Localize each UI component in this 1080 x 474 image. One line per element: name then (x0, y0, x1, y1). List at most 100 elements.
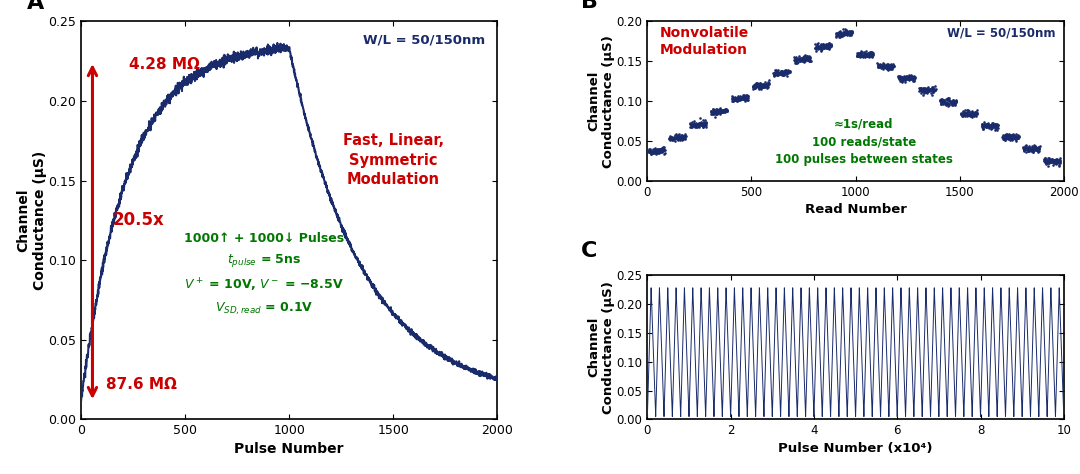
Point (920, 86, 937, 94)
Point (883, 63, 901, 71)
Point (794, 55, 811, 62)
Point (1027, 146, 1044, 154)
Point (967, 108, 984, 116)
Point (942, 97, 959, 104)
Point (1001, 134, 1018, 142)
Point (953, 111, 970, 118)
Point (663, 133, 680, 140)
Point (667, 133, 685, 141)
Point (841, 32, 859, 39)
Point (775, 70, 793, 78)
Point (875, 64, 892, 71)
Point (1004, 134, 1022, 142)
Point (1036, 155, 1053, 163)
Point (706, 108, 724, 116)
Point (1049, 157, 1066, 164)
Point (698, 121, 715, 128)
Point (661, 135, 678, 143)
Point (999, 135, 1016, 142)
Point (788, 55, 806, 63)
Point (1022, 146, 1039, 153)
Point (974, 121, 991, 128)
Point (809, 45, 826, 53)
Point (869, 61, 887, 69)
Point (656, 150, 673, 158)
Point (1028, 144, 1045, 151)
Point (873, 61, 890, 69)
Point (852, 49, 869, 56)
Point (670, 135, 687, 143)
Point (935, 99, 953, 106)
Point (980, 122, 997, 129)
Point (856, 51, 874, 59)
Point (759, 78, 777, 86)
Point (774, 72, 792, 79)
Point (953, 110, 970, 118)
X-axis label: Pulse Number (x10⁴): Pulse Number (x10⁴) (779, 441, 933, 455)
Point (859, 52, 876, 60)
Point (796, 55, 813, 62)
Point (981, 124, 998, 131)
Point (738, 96, 755, 104)
Point (977, 123, 995, 130)
Point (1045, 160, 1063, 167)
Point (651, 146, 669, 153)
Point (906, 77, 923, 84)
Point (650, 146, 667, 154)
Point (859, 52, 876, 60)
Point (881, 65, 899, 73)
Point (718, 106, 735, 113)
Point (850, 52, 867, 59)
Point (663, 135, 680, 142)
Point (961, 111, 978, 118)
Point (880, 64, 897, 71)
Point (879, 60, 896, 67)
Point (770, 70, 787, 78)
Point (897, 73, 915, 80)
Point (642, 146, 659, 154)
Point (1029, 147, 1047, 155)
Point (766, 71, 783, 78)
Point (1008, 134, 1025, 142)
Point (983, 125, 1000, 133)
Point (958, 109, 975, 116)
Point (662, 133, 679, 141)
Point (927, 82, 944, 90)
Point (994, 133, 1011, 140)
Point (838, 28, 855, 36)
Point (899, 74, 916, 82)
Point (863, 51, 880, 59)
Point (1021, 145, 1038, 152)
Point (859, 49, 876, 57)
Point (858, 51, 875, 58)
Point (696, 120, 713, 128)
Point (983, 122, 1000, 129)
Point (771, 70, 788, 78)
Point (645, 149, 662, 156)
Point (812, 41, 829, 49)
Point (961, 111, 978, 119)
Point (891, 75, 908, 82)
Point (684, 121, 701, 129)
Point (879, 63, 896, 71)
Point (773, 71, 791, 79)
Point (1030, 147, 1048, 155)
Point (713, 109, 730, 116)
Point (870, 62, 888, 70)
Point (873, 64, 890, 71)
Point (1000, 135, 1017, 142)
Point (735, 96, 753, 103)
Point (725, 95, 742, 103)
Point (850, 52, 867, 59)
Point (842, 27, 860, 35)
Point (667, 134, 685, 141)
Point (727, 96, 744, 104)
Point (809, 41, 826, 49)
Point (880, 64, 897, 72)
Point (955, 108, 972, 116)
Point (841, 28, 859, 36)
Point (1048, 158, 1065, 166)
Point (716, 107, 733, 115)
Point (688, 123, 705, 131)
Point (942, 97, 959, 105)
